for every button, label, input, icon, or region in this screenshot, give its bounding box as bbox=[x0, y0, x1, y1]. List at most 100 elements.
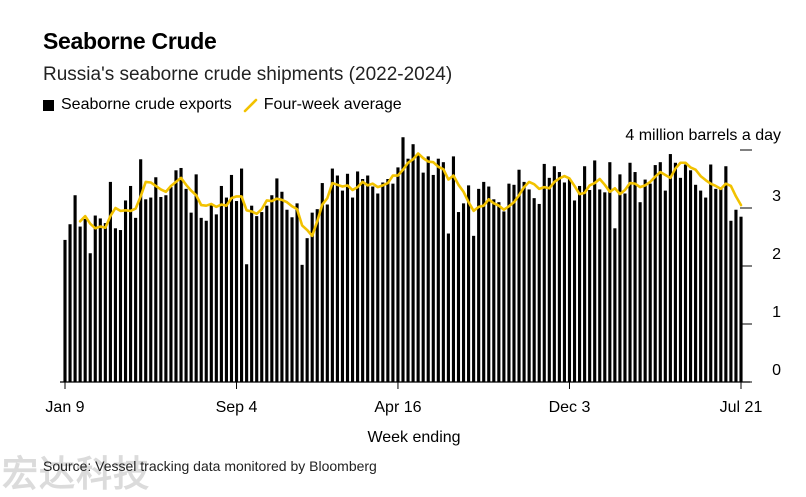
bar bbox=[557, 172, 561, 382]
bar bbox=[250, 205, 254, 382]
bar bbox=[522, 181, 526, 382]
bar bbox=[436, 158, 440, 382]
bar bbox=[724, 166, 728, 382]
bar bbox=[366, 175, 370, 382]
bar bbox=[83, 219, 87, 382]
x-tick-label: Apr 16 bbox=[374, 399, 421, 416]
bar bbox=[467, 185, 471, 382]
bar bbox=[270, 195, 274, 382]
bar bbox=[285, 209, 289, 382]
bar bbox=[547, 177, 551, 382]
bar bbox=[164, 195, 168, 382]
bar bbox=[325, 204, 329, 382]
y-tick-label: 0 bbox=[772, 362, 781, 379]
bar bbox=[123, 200, 128, 382]
bar bbox=[335, 175, 339, 382]
bar bbox=[356, 171, 360, 382]
bar bbox=[174, 170, 178, 382]
bar bbox=[139, 159, 143, 382]
x-tick-label: Jul 21 bbox=[720, 399, 763, 416]
bar bbox=[350, 197, 355, 382]
bar bbox=[159, 196, 163, 382]
bar bbox=[673, 162, 677, 382]
bar bbox=[542, 163, 546, 382]
bar bbox=[381, 182, 385, 382]
bar bbox=[391, 183, 395, 382]
bar bbox=[134, 217, 138, 382]
bar bbox=[593, 160, 597, 382]
bar bbox=[663, 190, 667, 382]
y-tick-label: 1 bbox=[772, 304, 781, 321]
bar bbox=[613, 228, 617, 382]
legend-label-bars: Seaborne crude exports bbox=[61, 96, 232, 113]
bar bbox=[199, 217, 203, 382]
bar bbox=[426, 156, 430, 382]
bar bbox=[648, 183, 652, 382]
bar bbox=[214, 214, 218, 382]
legend-item-line: Four-week average bbox=[242, 96, 402, 114]
bar bbox=[623, 193, 627, 382]
bar bbox=[189, 212, 193, 382]
bar bbox=[456, 212, 461, 382]
bar bbox=[653, 165, 657, 382]
bar bbox=[517, 169, 521, 382]
legend-bar-swatch bbox=[43, 99, 54, 111]
x-tick-label: Jan 9 bbox=[45, 399, 84, 416]
bar bbox=[406, 158, 410, 382]
bar bbox=[108, 181, 112, 382]
bar bbox=[502, 211, 506, 382]
bar bbox=[537, 203, 541, 382]
bar bbox=[204, 220, 208, 382]
legend-item-bars: Seaborne crude exports bbox=[43, 96, 232, 114]
bar bbox=[340, 190, 345, 382]
bar bbox=[78, 226, 82, 382]
bar bbox=[396, 167, 400, 382]
bar bbox=[265, 205, 269, 382]
x-axis-label: Week ending bbox=[367, 429, 461, 446]
bar bbox=[633, 172, 637, 382]
bar bbox=[194, 174, 198, 382]
bar bbox=[416, 154, 420, 382]
bar bbox=[371, 186, 375, 382]
bar bbox=[714, 188, 718, 382]
bar bbox=[144, 199, 148, 382]
bar bbox=[234, 201, 239, 382]
chart-plot: 0 1 2 3 4 million barrels a day Jan 9 Sep 4 Apr… bbox=[45, 127, 781, 416]
bar bbox=[118, 230, 123, 382]
bar bbox=[512, 184, 516, 382]
bar bbox=[588, 190, 592, 382]
bar bbox=[729, 220, 733, 382]
bar bbox=[472, 235, 476, 382]
bar bbox=[290, 217, 294, 382]
legend-line-swatch bbox=[243, 98, 258, 113]
bar bbox=[507, 183, 511, 382]
bar bbox=[73, 195, 77, 382]
bar bbox=[603, 192, 607, 382]
bar bbox=[552, 166, 556, 382]
bar bbox=[572, 200, 577, 382]
bar bbox=[678, 177, 683, 382]
bar bbox=[345, 173, 350, 382]
y-tick-label: 2 bbox=[772, 246, 781, 263]
bar bbox=[386, 179, 390, 382]
bar bbox=[245, 264, 249, 382]
bar bbox=[446, 233, 450, 382]
chart-legend: Seaborne crude exports Four-week average bbox=[43, 96, 412, 114]
four-week-average-line bbox=[78, 152, 743, 238]
bar bbox=[63, 239, 67, 382]
bar bbox=[709, 164, 713, 382]
bar bbox=[330, 168, 334, 382]
bar bbox=[497, 202, 501, 382]
bar bbox=[320, 183, 324, 382]
bar bbox=[719, 188, 723, 382]
bar bbox=[643, 179, 647, 382]
bar bbox=[421, 172, 425, 382]
bar bbox=[583, 166, 587, 382]
bar bbox=[275, 178, 279, 382]
bar bbox=[683, 164, 688, 382]
bar bbox=[628, 162, 632, 382]
bar bbox=[224, 197, 228, 382]
bar bbox=[255, 216, 259, 382]
x-tick-label: Dec 3 bbox=[549, 399, 591, 416]
bar bbox=[668, 154, 672, 382]
